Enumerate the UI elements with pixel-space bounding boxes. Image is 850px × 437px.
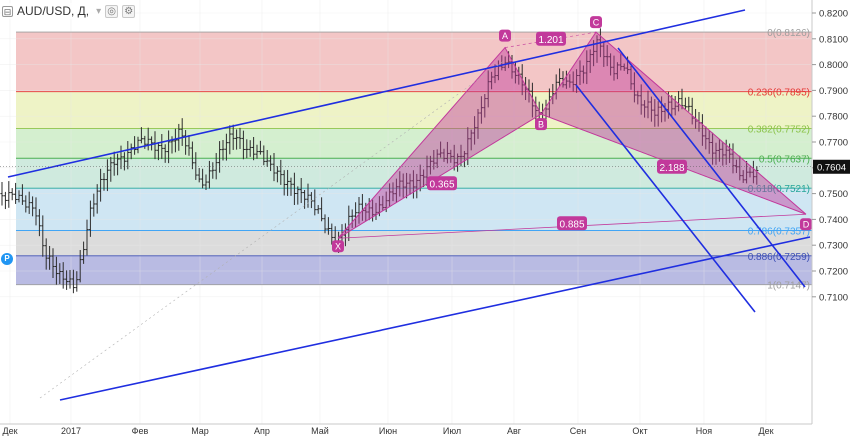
time-tick-label: Дек [758,426,773,436]
fib-label: 0.382(0.7752) [748,125,810,136]
price-tick-label: 0.7300 [819,241,848,252]
price-tick-label: 0.8200 [819,9,848,20]
price-tick-label: 0.8000 [819,60,848,71]
pattern-point-label: A [502,31,508,41]
pattern-point-label: X [335,242,341,252]
fib-zone [16,91,812,129]
time-tick-label: Июн [379,426,397,436]
pattern-point-badge [332,240,344,253]
chart-labels: 1.201 0.365 2.188 0.885 [427,31,687,231]
time-tick-label: Окт [632,426,647,436]
dotted-guide [39,59,506,399]
ratio-badge [536,31,566,46]
pattern-dashed-xb [337,113,542,239]
ratio-label: 2.188 [659,163,684,174]
xabcd-pattern: X A B C D [332,16,812,253]
pattern-point-badge [535,118,547,131]
settings-icon[interactable]: ⚙ [122,4,136,18]
interval-dropdown-icon[interactable]: ▾ [96,5,102,17]
time-tick-label: Май [311,426,329,436]
price-tick-label: 0.7700 [819,138,848,149]
current-price-badge [813,159,850,174]
ratio-label: 0.885 [559,219,584,230]
fib-label: 0(0.8126) [767,28,810,39]
pattern-point-label: C [593,18,600,28]
fib-label: 0.786(0.7357) [748,226,810,237]
collapse-icon[interactable]: ⊟ [2,5,13,17]
price-tick-label: 0.8100 [819,34,848,45]
time-axis-bg [0,424,850,437]
upper-channel-line [7,9,746,178]
fib-zone [16,188,812,231]
ratio-badge [427,176,457,191]
fib-zone [16,255,812,285]
price-tick-label: 0.7400 [819,215,848,226]
ratio-label: 1.201 [538,35,563,46]
time-tick-label: Фев [132,426,149,436]
pattern-point-badge [499,29,511,42]
fib-label: 0.5(0.7637) [759,154,810,165]
trend-lines [7,9,811,401]
chart-header: ⊟ AUD/USD, Д, ▾ ◎ ⚙ [2,3,136,19]
ratio-badge [557,216,587,231]
pattern-point-badge [800,218,812,231]
current-price-label: 0.7604 [817,162,846,173]
price-tick-label: 0.7800 [819,112,848,123]
time-tick-label: Ноя [696,426,713,436]
price-axis-bg [812,0,850,437]
pattern-point-label: B [538,120,544,130]
fib-label: 1(0.7147) [767,281,810,292]
fib-lines: 0(0.8126) 0.236(0.7895) 0.382(0.7752) 0.5(0… [16,28,812,292]
time-tick-label: Сен [570,426,587,436]
time-tick-label: Авг [507,426,522,436]
time-tick-label: Апр [254,426,270,436]
lower-channel-line [59,236,811,401]
pattern-point-label: D [803,220,810,230]
pattern-point-badge [590,16,602,29]
pattern-dashed-bd [540,113,807,215]
time-tick-label: 2017 [61,426,81,436]
price-tick-label: 0.7900 [819,86,848,97]
symbol-title: AUD/USD, Д, [17,4,90,18]
pattern-triangle-xab [337,46,542,239]
candles [0,28,759,294]
time-tick-label: Мар [191,426,209,436]
grid [0,0,812,424]
fib-label: 0.236(0.7895) [748,88,810,99]
price-tick-label: 0.7500 [819,189,848,200]
fib-label: 0.886(0.7259) [748,252,810,263]
fib-label: 0.618(0.7521) [748,184,810,195]
time-tick-label: Дек [2,426,17,436]
down-channel-upper [617,47,806,288]
down-channel-lower [575,84,756,313]
fib-zone [16,32,812,92]
price-tick-label: 0.7200 [819,267,848,278]
ratio-label: 0.365 [429,179,454,190]
price-tick-label: 0.7100 [819,292,848,303]
eye-icon[interactable]: ◎ [105,4,119,18]
time-tick-label: Июл [443,426,461,436]
p-badge[interactable]: P [1,253,13,265]
